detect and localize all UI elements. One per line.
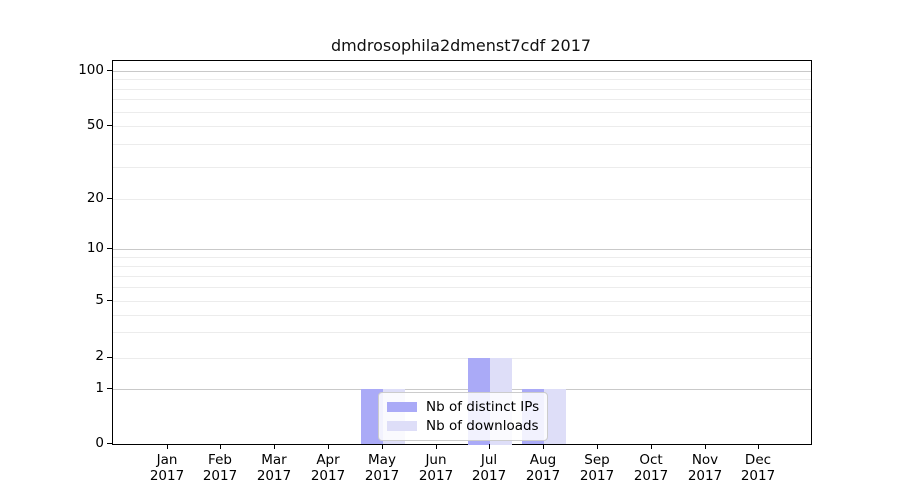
x-tick-mark (328, 444, 329, 449)
x-tick-mark (274, 444, 275, 449)
y-tick-label: 50 (86, 117, 104, 133)
x-tick-mark (597, 444, 598, 449)
x-tick-label: Aug 2017 (525, 452, 561, 484)
plot-area: Nb of distinct IPs Nb of downloads (112, 60, 812, 445)
gridline-minor (113, 167, 811, 168)
x-tick-mark (220, 444, 221, 449)
legend-label-downloads: Nb of downloads (426, 417, 539, 434)
gridline-minor (113, 199, 811, 200)
legend-label-distinct-ips: Nb of distinct IPs (426, 399, 540, 416)
x-tick-label: Feb 2017 (202, 452, 238, 484)
x-tick-mark (758, 444, 759, 449)
y-tick-mark (107, 300, 112, 301)
bar-nb-of-distinct-ips-may-2017 (361, 389, 383, 444)
gridline-minor (113, 287, 811, 288)
y-tick-mark (107, 125, 112, 126)
x-tick-label: Apr 2017 (310, 452, 346, 484)
y-tick-label: 2 (95, 348, 104, 364)
gridline-minor (113, 79, 811, 80)
legend-row-distinct-ips: Nb of distinct IPs (387, 399, 539, 415)
x-tick-mark (382, 444, 383, 449)
y-tick-label: 20 (86, 190, 104, 206)
x-tick-label: Nov 2017 (687, 452, 723, 484)
x-tick-mark (651, 444, 652, 449)
chart-title: dmdrosophila2dmenst7cdf 2017 (330, 36, 592, 55)
gridline-minor (113, 99, 811, 100)
gridline-major (113, 71, 811, 72)
gridline-minor (113, 89, 811, 90)
y-tick-mark (107, 388, 112, 389)
y-tick-label: 10 (86, 240, 104, 256)
x-tick-label: Dec 2017 (740, 452, 776, 484)
x-tick-mark (436, 444, 437, 449)
x-tick-label: Mar 2017 (256, 452, 292, 484)
gridline-minor (113, 315, 811, 316)
y-tick-mark (107, 357, 112, 358)
legend-swatch-downloads (387, 420, 417, 431)
x-tick-mark (705, 444, 706, 449)
x-tick-label: May 2017 (364, 452, 400, 484)
x-tick-mark (167, 444, 168, 449)
gridline-minor (113, 257, 811, 258)
gridline-minor (113, 112, 811, 113)
gridline-minor (113, 144, 811, 145)
gridline-major (113, 389, 811, 390)
x-tick-mark (489, 444, 490, 449)
y-tick-mark (107, 248, 112, 249)
gridline-minor (113, 126, 811, 127)
x-tick-label: Oct 2017 (633, 452, 669, 484)
y-tick-label: 1 (95, 380, 104, 396)
x-tick-label: Sep 2017 (579, 452, 615, 484)
gridline-minor (113, 358, 811, 359)
x-tick-label: Jul 2017 (471, 452, 507, 484)
y-tick-mark (107, 443, 112, 444)
y-tick-mark (107, 70, 112, 71)
gridline-minor (113, 276, 811, 277)
y-tick-label: 0 (95, 435, 104, 451)
gridline-major (113, 249, 811, 250)
y-tick-label: 100 (78, 62, 104, 78)
gridline-minor (113, 332, 811, 333)
legend-row-downloads: Nb of downloads (387, 418, 539, 434)
x-tick-mark (543, 444, 544, 449)
y-tick-label: 5 (95, 292, 104, 308)
x-tick-label: Jun 2017 (418, 452, 454, 484)
gridline-minor (113, 301, 811, 302)
gridline-minor (113, 266, 811, 267)
legend: Nb of distinct IPs Nb of downloads (378, 392, 548, 441)
x-tick-label: Jan 2017 (149, 452, 185, 484)
bar-nb-of-downloads-aug-2017 (544, 389, 566, 444)
y-tick-mark (107, 198, 112, 199)
legend-swatch-distinct-ips (387, 402, 417, 413)
